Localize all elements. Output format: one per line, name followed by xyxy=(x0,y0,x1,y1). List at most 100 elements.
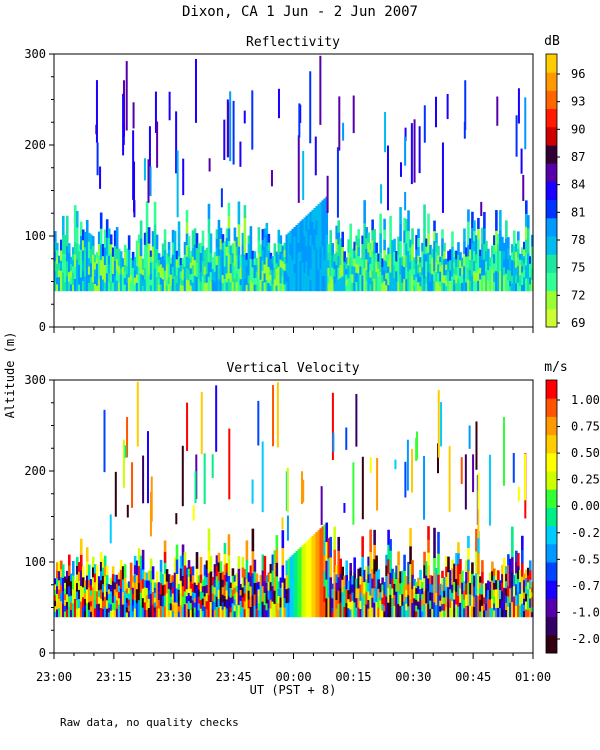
figure-title: Dixon, CA 1 Jun - 2 Jun 2007 xyxy=(182,4,418,20)
echo-cell xyxy=(475,281,478,292)
echo-cell xyxy=(143,601,147,610)
echo-cell xyxy=(531,581,534,588)
echo-cell xyxy=(507,237,510,249)
echo-cell xyxy=(87,594,91,603)
echo-cell xyxy=(375,586,378,602)
echo-cell xyxy=(331,583,335,589)
echo-cell xyxy=(71,561,75,576)
echo-cell xyxy=(139,580,143,593)
echo-cell xyxy=(503,601,506,618)
echo-cell xyxy=(371,597,374,608)
echo-cell xyxy=(189,250,193,258)
echo-plume xyxy=(251,90,254,150)
echo-cell xyxy=(143,244,147,257)
echo-cell xyxy=(131,587,135,594)
echo-cell xyxy=(63,262,67,273)
echo-cell xyxy=(457,278,460,292)
echo-cell xyxy=(71,284,75,292)
echo-cell xyxy=(145,587,149,596)
x-tick-label: 00:15 xyxy=(335,670,371,684)
echo-cell xyxy=(117,597,121,605)
echo-cell xyxy=(353,266,356,275)
echo-cell xyxy=(313,557,317,570)
echo-cell xyxy=(491,589,494,599)
echo-cell xyxy=(327,244,331,253)
echo-cell xyxy=(87,579,91,588)
echo-cell xyxy=(431,257,434,267)
echo-cell xyxy=(195,247,199,263)
echo-plume xyxy=(343,503,346,513)
echo-cell xyxy=(407,250,410,272)
echo-plume xyxy=(522,174,525,201)
echo-cell xyxy=(273,255,277,268)
echo-cell xyxy=(505,220,508,239)
colorbar-segment xyxy=(546,416,557,436)
echo-cell xyxy=(277,581,281,589)
echo-cell xyxy=(137,242,141,252)
echo-cell xyxy=(299,561,303,576)
echo-cell xyxy=(521,247,524,255)
echo-cell xyxy=(431,575,434,585)
echo-cell xyxy=(517,231,520,241)
echo-cell xyxy=(457,254,460,267)
echo-cell xyxy=(187,576,191,585)
echo-cell xyxy=(137,250,141,260)
echo-cell xyxy=(153,601,157,608)
echo-cell xyxy=(467,593,470,606)
echo-cell xyxy=(173,230,177,247)
echo-cell xyxy=(517,256,520,266)
colorbar-segment xyxy=(546,290,557,310)
echo-cell xyxy=(283,256,287,264)
velocity-echo-field xyxy=(54,381,534,618)
echo-cell xyxy=(469,280,472,292)
echo-cell xyxy=(373,558,376,574)
echo-cell xyxy=(105,574,109,584)
echo-cell xyxy=(121,578,125,593)
echo-cell xyxy=(501,564,504,575)
echo-plume xyxy=(515,115,518,157)
echo-cell xyxy=(57,269,61,278)
echo-cell xyxy=(483,583,486,591)
echo-cell xyxy=(297,578,301,589)
colorbar-tick-label: 81 xyxy=(571,205,585,219)
echo-cell xyxy=(451,246,454,262)
echo-plume xyxy=(418,126,421,174)
echo-cell xyxy=(521,576,524,591)
echo-cell xyxy=(225,272,229,283)
echo-cell xyxy=(363,267,366,292)
echo-cell xyxy=(181,575,185,587)
echo-cell xyxy=(445,264,448,270)
echo-cell xyxy=(85,276,89,292)
echo-cell xyxy=(291,259,295,276)
echo-cell xyxy=(405,278,408,292)
echo-cell xyxy=(359,274,362,283)
echo-cell xyxy=(181,585,185,597)
echo-cell xyxy=(137,565,141,584)
echo-cell xyxy=(163,551,167,563)
echo-cell xyxy=(279,274,283,284)
echo-cell xyxy=(93,590,97,600)
echo-cell xyxy=(283,597,287,608)
echo-cell xyxy=(457,563,460,575)
echo-cell xyxy=(445,274,448,281)
echo-cell xyxy=(359,592,362,601)
echo-cell xyxy=(441,229,444,239)
x-tick-label: 00:00 xyxy=(275,670,311,684)
echo-cell xyxy=(223,563,227,576)
echo-cell xyxy=(223,574,227,586)
echo-cell xyxy=(511,259,514,268)
echo-cell xyxy=(429,583,432,593)
echo-cell xyxy=(381,266,384,276)
echo-cell xyxy=(143,279,147,292)
echo-plume xyxy=(332,432,335,452)
echo-cell xyxy=(63,599,67,606)
echo-cell xyxy=(297,223,301,234)
echo-cell xyxy=(389,253,392,273)
echo-cell xyxy=(217,598,221,609)
echo-cell xyxy=(335,573,339,583)
echo-cell xyxy=(135,574,139,590)
echo-cell xyxy=(451,275,454,292)
echo-cell xyxy=(131,282,135,292)
echo-cell xyxy=(135,282,139,292)
colorbar-segment xyxy=(546,72,557,91)
